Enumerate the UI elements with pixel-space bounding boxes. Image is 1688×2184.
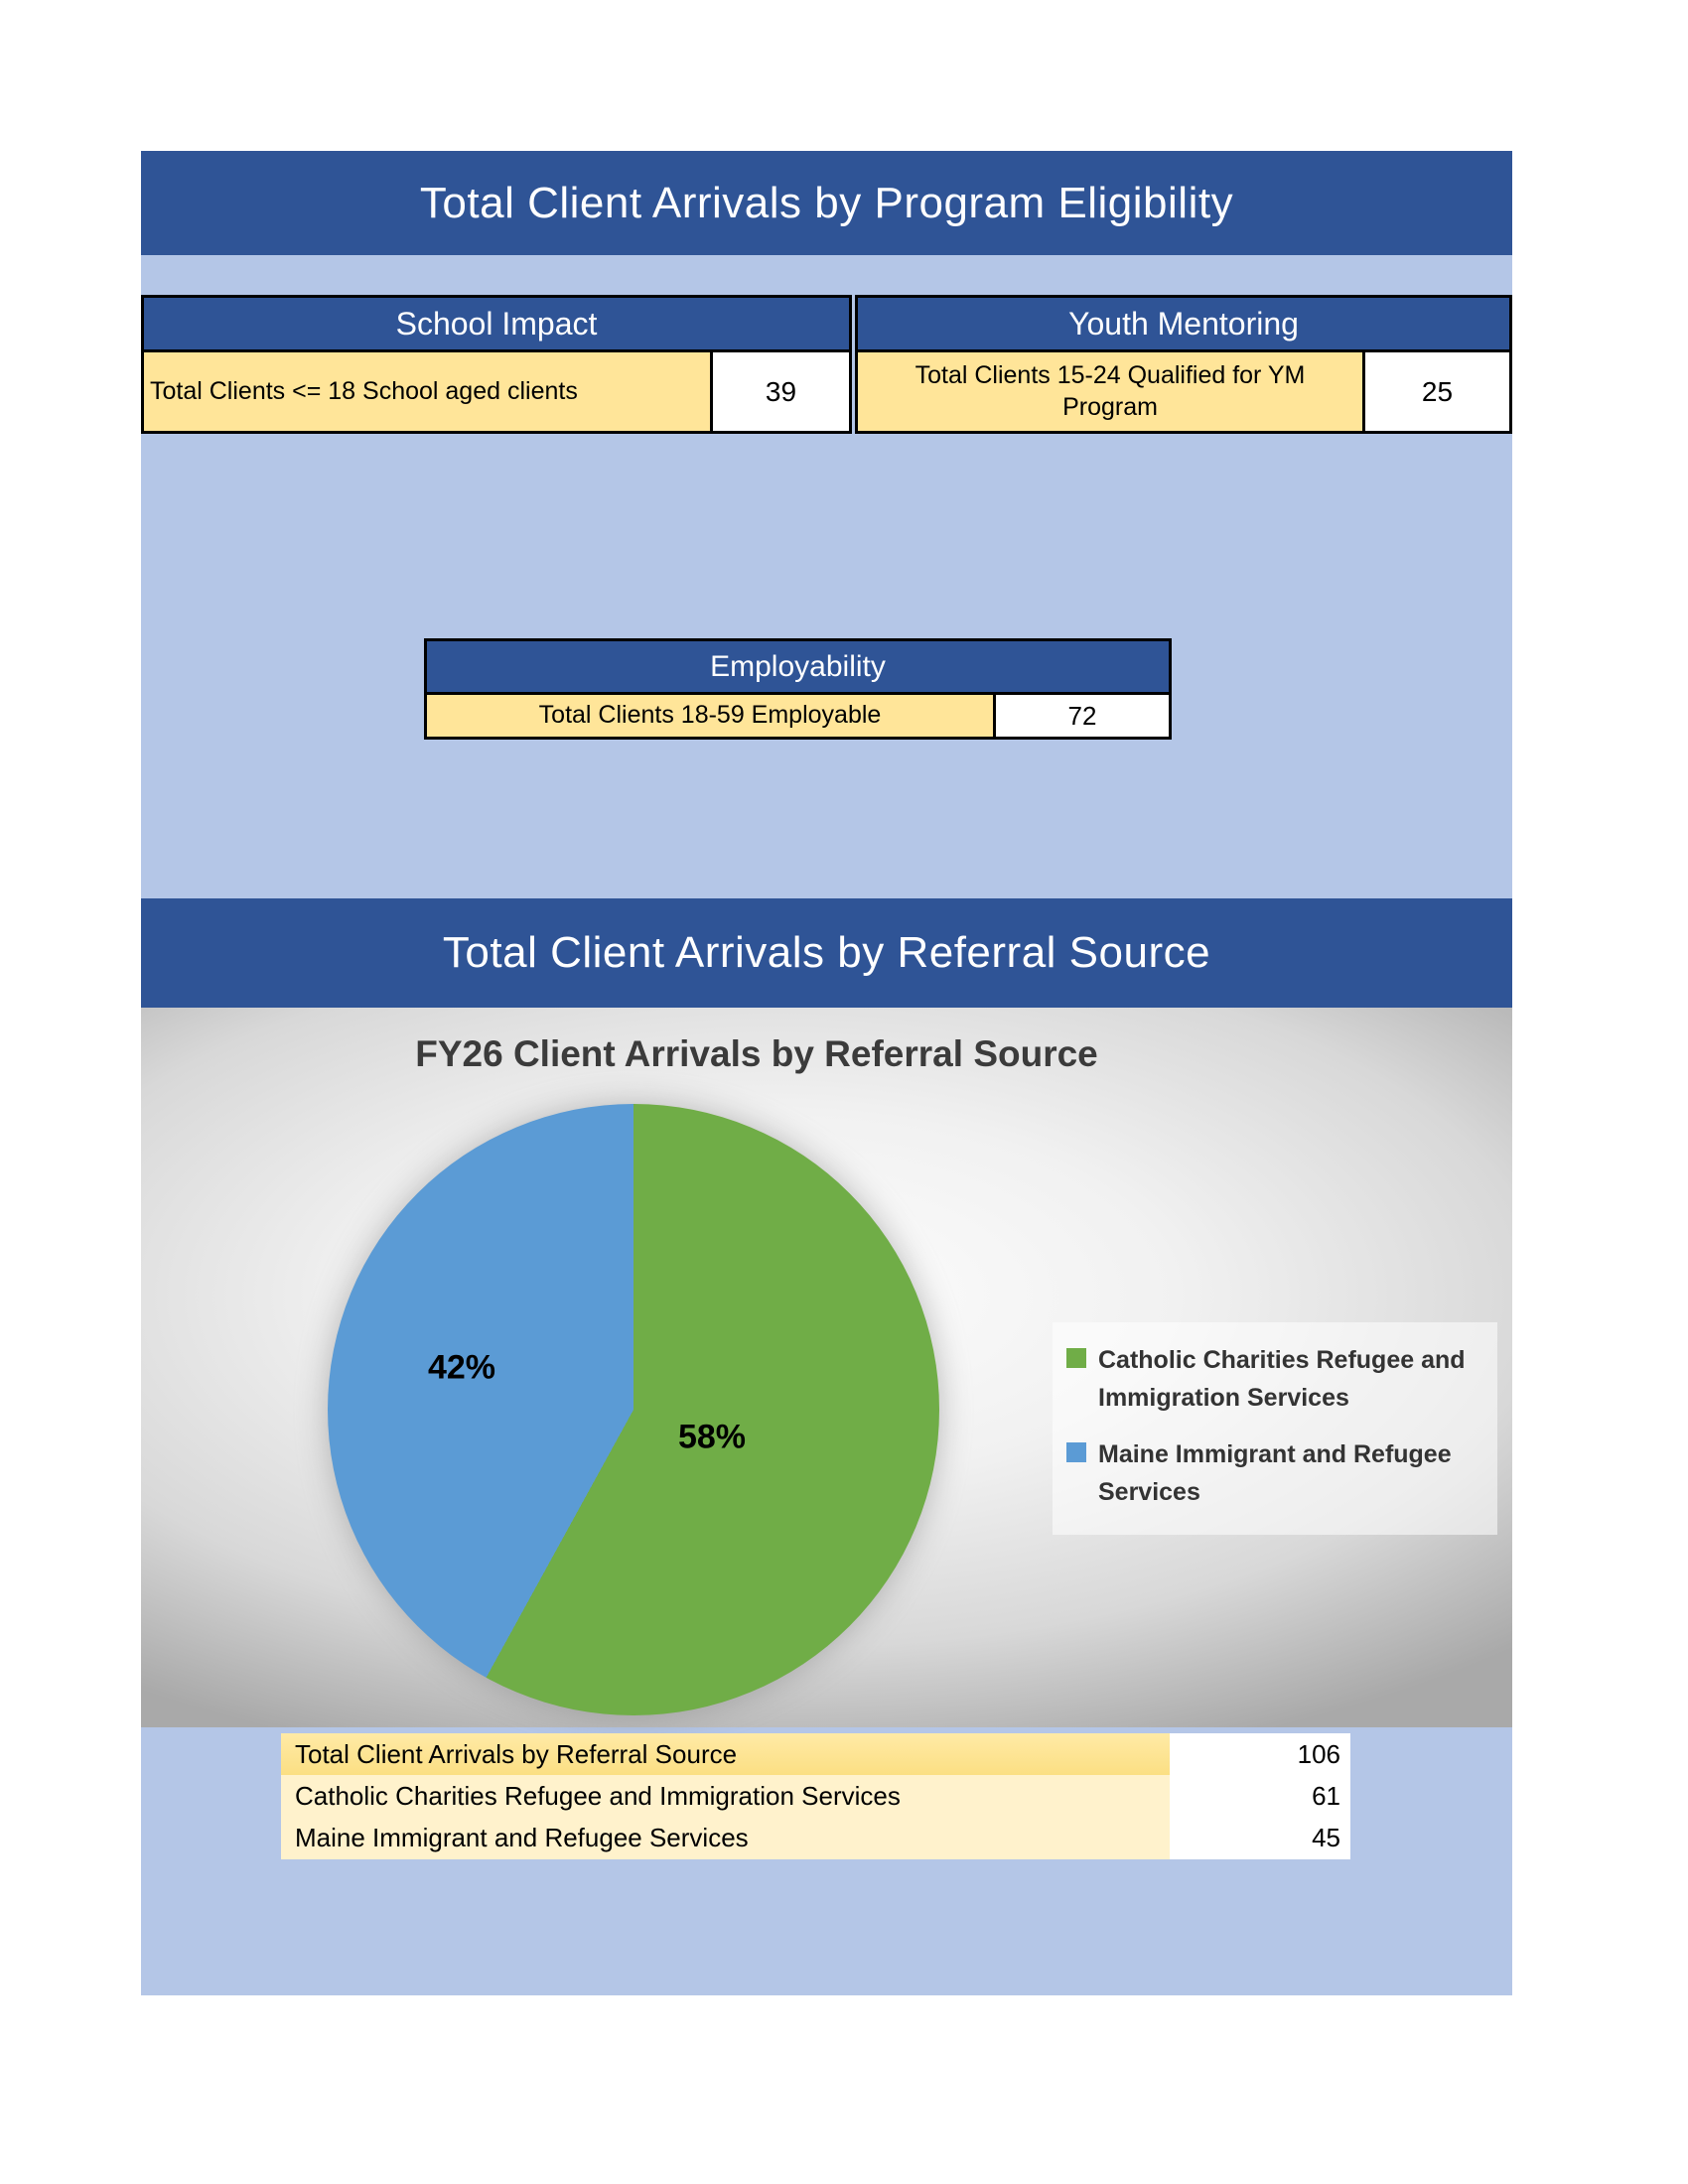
- summary-total-value: 106: [1170, 1733, 1350, 1775]
- employability-header: Employability: [427, 641, 1169, 695]
- table-row: Total Clients <= 18 School aged clients …: [144, 352, 849, 431]
- summary-catholic-value: 61: [1170, 1775, 1350, 1817]
- employability-table: Employability Total Clients 18-59 Employ…: [424, 638, 1172, 740]
- summary-catholic-label: Catholic Charities Refugee and Immigrati…: [281, 1775, 1170, 1817]
- legend-item-catholic-charities: Catholic Charities Refugee and Immigrati…: [1066, 1342, 1483, 1417]
- pie-graphic: [328, 1104, 939, 1715]
- referral-pie-chart: FY26 Client Arrivals by Referral Source …: [141, 1008, 1512, 1727]
- summary-maine-label: Maine Immigrant and Refugee Services: [281, 1817, 1170, 1859]
- table-row: Catholic Charities Refugee and Immigrati…: [281, 1775, 1350, 1817]
- referral-source-header-band: Total Client Arrivals by Referral Source: [141, 898, 1512, 1008]
- chart-title: FY26 Client Arrivals by Referral Source: [415, 1033, 1098, 1074]
- legend-label: Catholic Charities Refugee and Immigrati…: [1098, 1346, 1466, 1412]
- youth-mentoring-table: Youth Mentoring Total Clients 15-24 Qual…: [855, 295, 1512, 434]
- program-eligibility-title: Total Client Arrivals by Program Eligibi…: [419, 178, 1234, 227]
- summary-total-label: Total Client Arrivals by Referral Source: [281, 1733, 1170, 1775]
- youth-mentoring-label-cell: Total Clients 15-24 Qualified for YM Pro…: [858, 352, 1362, 431]
- employability-value-cell: 72: [993, 695, 1169, 737]
- pie-label-catholic-percent: 58%: [677, 1418, 747, 1456]
- table-row: Total Client Arrivals by Referral Source…: [281, 1733, 1350, 1775]
- chart-legend: Catholic Charities Refugee and Immigrati…: [1053, 1322, 1497, 1535]
- program-eligibility-header-band: Total Client Arrivals by Program Eligibi…: [141, 151, 1512, 255]
- summary-maine-value: 45: [1170, 1817, 1350, 1859]
- referral-source-title: Total Client Arrivals by Referral Source: [442, 928, 1211, 977]
- legend-swatch-green-icon: [1066, 1348, 1086, 1368]
- legend-label: Maine Immigrant and Refugee Services: [1098, 1440, 1452, 1506]
- referral-summary-table: Total Client Arrivals by Referral Source…: [281, 1733, 1350, 1859]
- school-impact-header: School Impact: [144, 298, 849, 352]
- table-row: Total Clients 15-24 Qualified for YM Pro…: [858, 352, 1509, 431]
- youth-mentoring-value-cell: 25: [1362, 352, 1509, 431]
- school-impact-label-cell: Total Clients <= 18 School aged clients: [144, 352, 710, 431]
- school-impact-value-cell: 39: [710, 352, 849, 431]
- legend-item-maine-immigrant: Maine Immigrant and Refugee Services: [1066, 1436, 1483, 1511]
- table-row: Total Clients 18-59 Employable 72: [427, 695, 1169, 737]
- pie-label-maine-percent: 42%: [427, 1348, 496, 1387]
- employability-label-cell: Total Clients 18-59 Employable: [427, 695, 993, 737]
- school-impact-table: School Impact Total Clients <= 18 School…: [141, 295, 852, 434]
- youth-mentoring-header: Youth Mentoring: [858, 298, 1509, 352]
- table-row: Maine Immigrant and Refugee Services 45: [281, 1817, 1350, 1859]
- legend-swatch-blue-icon: [1066, 1442, 1086, 1462]
